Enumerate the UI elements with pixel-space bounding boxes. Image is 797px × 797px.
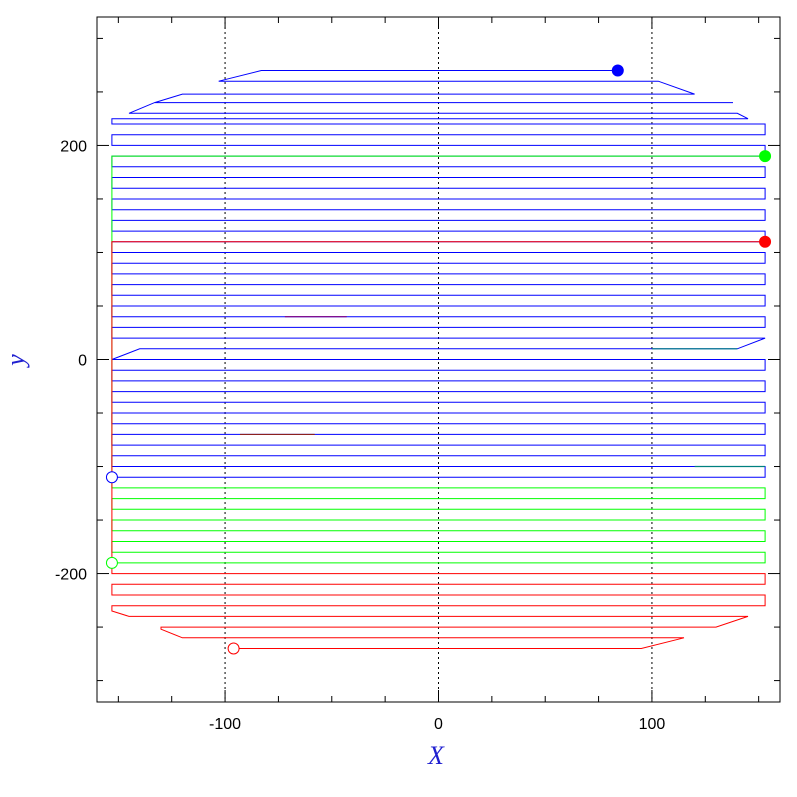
ticks <box>97 17 780 702</box>
series-line-green <box>111 155 766 564</box>
start-marker-green <box>759 150 772 163</box>
y-tick-label: -200 <box>55 567 87 584</box>
x-axis-label: X <box>427 741 445 770</box>
tick-labels: -100 0 100 -200 0 200 <box>55 138 665 733</box>
series-line-red <box>111 241 766 649</box>
y-tick-label: 200 <box>60 138 87 155</box>
start-marker-blue <box>611 64 624 77</box>
gridlines <box>224 17 653 702</box>
short-segments <box>240 316 766 468</box>
y-tick-label: 0 <box>78 353 87 370</box>
series-group <box>111 70 766 649</box>
x-tick-label: -100 <box>209 716 241 733</box>
x-tick-label: 100 <box>639 716 666 733</box>
end-marker-green <box>105 556 118 569</box>
y-axis-label: y <box>1 354 30 369</box>
end-marker-red <box>227 642 240 655</box>
start-marker-red <box>759 235 772 248</box>
x-tick-label: 0 <box>434 716 443 733</box>
series-line-blue <box>111 70 766 478</box>
markers <box>105 64 772 655</box>
end-marker-blue <box>105 471 118 484</box>
